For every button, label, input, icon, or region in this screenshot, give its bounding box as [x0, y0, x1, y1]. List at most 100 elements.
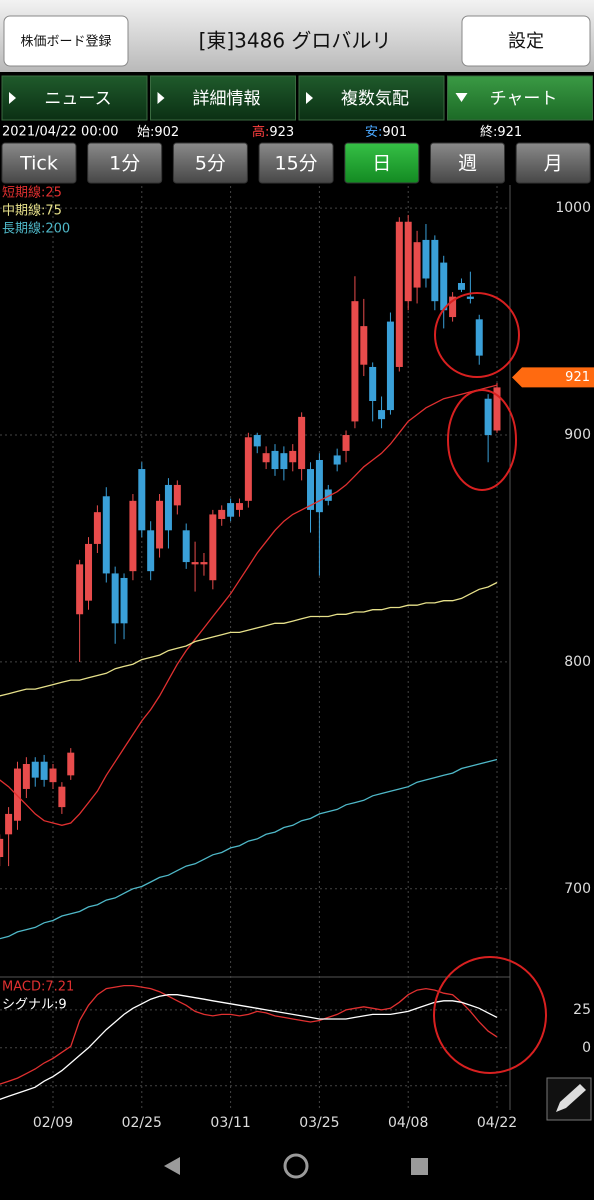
period-button[interactable]: [344, 142, 420, 184]
plot: 02/09 02/25 03/11 03/25 04/08 04/22 700 800 900 1…: [0, 185, 594, 1131]
candle-body: [76, 564, 84, 615]
x-tick-label: 02/25: [122, 1115, 162, 1131]
candle-body: [475, 319, 483, 356]
candle-body: [235, 503, 243, 510]
series-line: [0, 758, 498, 940]
legend-entry: 短期線:25: [2, 185, 62, 201]
period-label: 日: [372, 153, 391, 175]
info-date: 2021/04/22 00:00: [2, 125, 119, 140]
info-item: 安:901: [365, 125, 407, 140]
period-button[interactable]: [515, 142, 591, 184]
annotation-circle: [433, 956, 547, 1074]
info-item: 始:902: [137, 125, 179, 140]
period-button[interactable]: [172, 142, 248, 184]
info-value: 923: [269, 125, 294, 140]
legend-entry: MACD:7.21: [2, 980, 74, 995]
candle-body: [209, 514, 217, 581]
settings-button[interactable]: [461, 15, 591, 67]
candle-body: [369, 366, 377, 401]
tab[interactable]: [150, 75, 296, 121]
period-label: Tick: [19, 153, 58, 175]
annotation-circle: [434, 292, 520, 378]
tab-label: 複数気配: [341, 89, 409, 109]
x-tick-label: 04/22: [477, 1115, 517, 1131]
x-tick-label: 02/09: [33, 1115, 73, 1131]
candle-body: [164, 484, 172, 531]
candle-body: [147, 530, 155, 572]
period-button[interactable]: [87, 142, 163, 184]
info-label: 始:: [137, 125, 154, 140]
candle-body: [129, 500, 137, 572]
candle-body: [93, 512, 101, 544]
tab-arrow: [157, 92, 165, 104]
legend-entry: 中期線:75: [2, 203, 62, 219]
candle-body: [413, 242, 421, 288]
series-line: [0, 384, 498, 826]
tab[interactable]: [298, 75, 445, 121]
info-item: 終:921: [480, 124, 522, 140]
draw-tool-button[interactable]: [546, 1077, 592, 1121]
y-tick-label: 700: [564, 881, 591, 897]
info-row: 2021/04/22 00:00 始:902 高:923 安:901 終:921: [2, 124, 522, 140]
candle-body: [102, 496, 110, 574]
candle-body: [138, 469, 146, 531]
settings-button-label: 設定: [508, 31, 544, 52]
candle-body: [307, 469, 315, 510]
legend-entry: 長期線:200: [2, 221, 70, 237]
tab[interactable]: [447, 75, 593, 121]
y-tick-label: 0: [582, 1040, 591, 1056]
info-item: 高:923: [252, 124, 294, 140]
candle-body: [58, 786, 66, 808]
x-tick-label: 03/25: [299, 1115, 339, 1131]
info-value: 901: [382, 125, 407, 140]
candle-body: [386, 321, 394, 411]
board-button[interactable]: [3, 15, 129, 67]
period-button[interactable]: [1, 142, 77, 184]
period-button[interactable]: [258, 142, 334, 184]
period-button[interactable]: [430, 142, 505, 184]
tabs: ニュース 詳細情報 複数気配 チャート: [1, 75, 593, 121]
pencil-icon: [556, 1084, 586, 1112]
candle-body: [182, 530, 190, 563]
candle-body: [360, 326, 368, 365]
candle-body: [342, 435, 350, 451]
legend-entry: シグナル:9: [2, 998, 67, 1013]
tab-arrow: [306, 92, 313, 104]
info-label: 終:: [480, 124, 497, 140]
candle-body: [457, 283, 465, 290]
candle-body: [22, 764, 30, 789]
series-line: [0, 581, 498, 697]
candle-body: [431, 239, 439, 302]
candle-body: [298, 416, 306, 470]
last-price-tag: [512, 367, 594, 388]
draw-tool-frame: [546, 1077, 592, 1121]
board-button-label: 株価ボード登録: [20, 35, 111, 50]
tab-arrow: [9, 92, 16, 104]
tab-label: チャート: [490, 89, 558, 109]
info-label: 高:: [252, 124, 269, 140]
candle-body: [173, 484, 181, 506]
candle-body: [271, 450, 279, 470]
info-value: 902: [154, 125, 179, 140]
candle-body: [440, 262, 448, 311]
tab-label: ニュース: [44, 89, 111, 109]
series-line: [0, 984, 498, 1085]
nav-bar: [164, 1153, 428, 1179]
y-tick-label: 900: [564, 427, 591, 443]
candle-body: [156, 500, 164, 549]
candle-body: [466, 296, 474, 299]
candle-body: [253, 435, 261, 447]
candle-body: [40, 761, 48, 780]
candle-body: [5, 813, 13, 835]
candle-body: [13, 768, 21, 821]
nav-home[interactable]: [283, 1153, 309, 1179]
nav-recent[interactable]: [411, 1158, 428, 1175]
candle-body: [191, 562, 199, 565]
x-tick-label: 04/08: [388, 1115, 428, 1131]
series-line: [0, 994, 498, 1100]
tab[interactable]: [1, 75, 148, 121]
nav-back[interactable]: [164, 1157, 180, 1175]
info-label: 安:: [365, 125, 382, 140]
